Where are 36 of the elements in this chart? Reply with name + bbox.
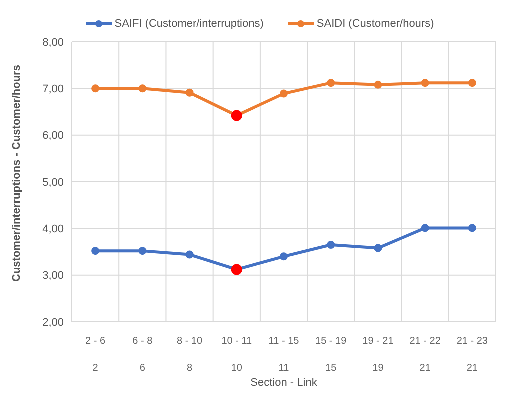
legend-label: SAIDI (Customer/hours)	[316, 18, 434, 30]
point	[280, 90, 288, 98]
category-label: 19 - 21 19	[362, 336, 394, 374]
y-tick-label: 2,00	[42, 316, 64, 329]
point	[186, 250, 194, 259]
category-label: 10 - 11 10	[222, 336, 252, 374]
category-label: 15 - 19 15	[316, 336, 347, 374]
y-tick-label: 7,00	[42, 84, 64, 96]
point	[92, 84, 100, 93]
point	[186, 88, 194, 97]
point	[421, 224, 430, 232]
point	[468, 79, 476, 88]
category-label: 6 - 8 6	[132, 336, 153, 374]
point	[327, 241, 336, 249]
category-label: 2 - 6 2	[86, 336, 106, 374]
y-tick-label: 5,00	[42, 176, 64, 189]
point	[327, 79, 336, 88]
point	[374, 244, 382, 252]
y-tick-label: 3,00	[42, 270, 64, 282]
y-axis-title: Customer/interruptions - Customer/hours	[10, 65, 23, 282]
category-label: 21 - 22 21	[410, 336, 441, 374]
x-axis-title: Section - Link	[250, 377, 318, 389]
point	[138, 247, 147, 256]
point	[468, 224, 476, 232]
point	[421, 79, 430, 88]
category-label: 11 - 15 11	[268, 336, 300, 374]
point	[92, 247, 100, 256]
point	[280, 252, 288, 261]
category-label: 21 - 23 21	[456, 336, 488, 374]
y-tick-label: 6,00	[42, 130, 64, 142]
y-tick-label: 8,00	[42, 36, 64, 49]
legend-label: SAIFI (Customer/interruptions)	[114, 18, 264, 30]
point	[374, 80, 382, 89]
category-label: 8 - 10 8	[176, 336, 203, 374]
y-tick-label: 4,00	[42, 224, 64, 236]
point	[138, 84, 147, 93]
